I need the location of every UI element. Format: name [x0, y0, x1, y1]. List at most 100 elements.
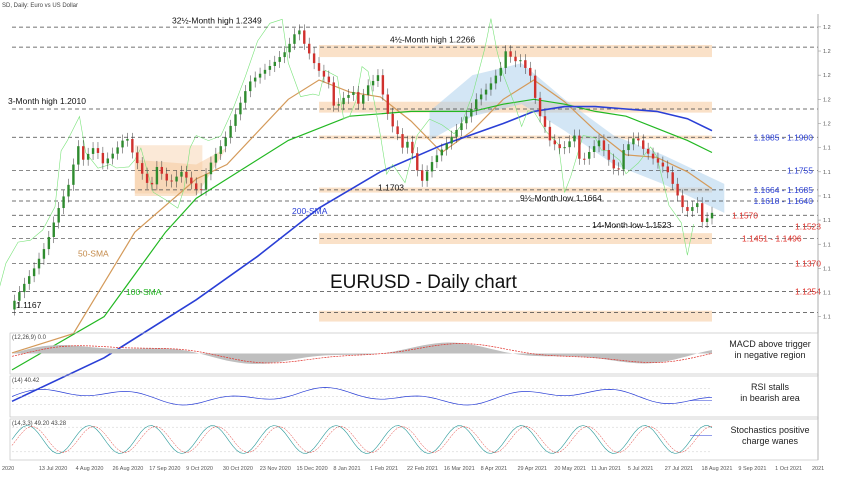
candle-body: [460, 123, 463, 131]
candle-body: [637, 138, 640, 141]
candle-body: [298, 30, 301, 35]
candle-body: [686, 207, 689, 211]
candle-body: [199, 189, 203, 191]
time-tick-label: 8 Apr 2021: [481, 466, 508, 472]
candle-body: [86, 153, 90, 160]
candle-body: [352, 92, 355, 95]
candle-body: [175, 176, 178, 182]
candle-body: [548, 126, 552, 141]
candle-body: [96, 148, 100, 153]
candle-body: [209, 162, 213, 175]
candle-body: [268, 65, 272, 70]
time-tick-label: 29 Apr 2021: [517, 466, 547, 472]
candle-body: [514, 56, 517, 62]
candle-body: [303, 30, 306, 44]
candle-body: [524, 60, 527, 68]
support-label: 1.1523: [795, 222, 821, 232]
candle-body: [278, 57, 281, 62]
time-tick-label: 2020: [2, 466, 14, 472]
indicator-comment: in negative region: [734, 350, 805, 360]
zone-band: [319, 233, 712, 245]
support-label: 1.1254: [795, 287, 821, 297]
macd-signal-line: [11, 343, 713, 364]
candle-body: [13, 300, 16, 310]
candle-body: [204, 174, 208, 190]
zone-band: [319, 135, 712, 140]
candle-body: [646, 148, 650, 154]
candle-body: [224, 137, 227, 147]
time-tick-label: 16 Mar 2021: [444, 466, 475, 472]
candle-body: [136, 152, 139, 164]
support-label: 1.1370: [795, 259, 821, 269]
horizontal-levels: [12, 26, 818, 313]
price-axis: 1.2 1.2 1.2 1.2 1.2 1.1 1.1 1.1 1.1 1.1 1.1 1.1 1.1: [818, 25, 831, 321]
candle-body: [661, 162, 665, 167]
candle-body: [627, 144, 630, 151]
stoch-d-line: [11, 426, 713, 453]
candle-body: [666, 166, 669, 173]
candle-body: [312, 53, 316, 64]
candle-body: [691, 207, 694, 211]
candle-body: [82, 146, 85, 160]
candle-body: [386, 94, 389, 114]
annotation-label: 3-Month high 1.2010: [8, 96, 86, 106]
candle-body: [479, 94, 483, 100]
price-tick-label: 1.1: [823, 218, 831, 224]
candle-body: [573, 135, 576, 142]
candle-body: [273, 61, 277, 66]
chart-labels: 32½-Month high 1.2349 4½-Month high 1.226…: [8, 15, 821, 309]
candle-body: [455, 130, 458, 137]
ma-line-100-sma: [11, 98, 713, 371]
candle-body: [425, 171, 429, 181]
candle-body: [145, 173, 149, 183]
indicator-comment: MACD above trigger: [729, 339, 811, 349]
time-tick-label: 17 Sep 2020: [149, 466, 180, 472]
candle-body: [450, 136, 453, 144]
time-tick-label: 15 Dec 2020: [297, 466, 328, 472]
candle-body: [700, 203, 704, 222]
time-tick-label: 13 Jul 2020: [39, 466, 67, 472]
candle-body: [465, 116, 468, 124]
annotation-label: 4½-Month high 1.2266: [390, 34, 475, 44]
time-tick-label: 20 May 2021: [554, 466, 586, 472]
stoch-k-line: [11, 425, 713, 454]
price-tick-label: 1.2: [823, 73, 831, 79]
candle-body: [519, 60, 522, 62]
candle-body: [165, 173, 168, 181]
candle-body: [322, 70, 326, 77]
indicator-header: (12,26,9) 0.0: [12, 335, 47, 341]
resistance-label: 1.1755: [787, 166, 813, 176]
candle-body: [62, 196, 65, 209]
panel-frame: [9, 375, 819, 418]
candle-body: [676, 183, 679, 196]
candle-body: [42, 249, 46, 259]
candle-body: [52, 222, 55, 238]
candle-body: [371, 80, 375, 86]
resistance-label: 1.1664 - 1.1685: [753, 185, 813, 195]
support-label: 1.1451 - 1.1496: [742, 233, 802, 243]
indicator-comment: Stochastics positive: [730, 425, 809, 435]
candle-body: [253, 77, 257, 82]
price-candles: [13, 24, 714, 316]
time-tick-label: 30 Oct 2020: [223, 466, 253, 472]
candle-body: [489, 83, 493, 90]
candle-body: [612, 159, 615, 169]
candle-body: [126, 138, 129, 141]
candle-body: [543, 116, 547, 127]
panel-frame: [9, 418, 819, 461]
candle-body: [651, 153, 655, 159]
candle-body: [27, 276, 31, 284]
candle-body: [18, 292, 21, 301]
candle-body: [337, 104, 340, 106]
support-label: 1.1570: [732, 210, 758, 220]
candle-body: [671, 172, 674, 184]
candle-body: [494, 75, 498, 84]
candle-body: [401, 134, 404, 148]
candle-body: [131, 138, 134, 153]
ma-label: 100-SMA: [126, 287, 162, 297]
candle-body: [553, 140, 557, 145]
candle-body: [219, 146, 222, 154]
indicator-comment: in bearish area: [740, 393, 800, 403]
candle-body: [656, 158, 660, 163]
candle-body: [529, 67, 532, 76]
